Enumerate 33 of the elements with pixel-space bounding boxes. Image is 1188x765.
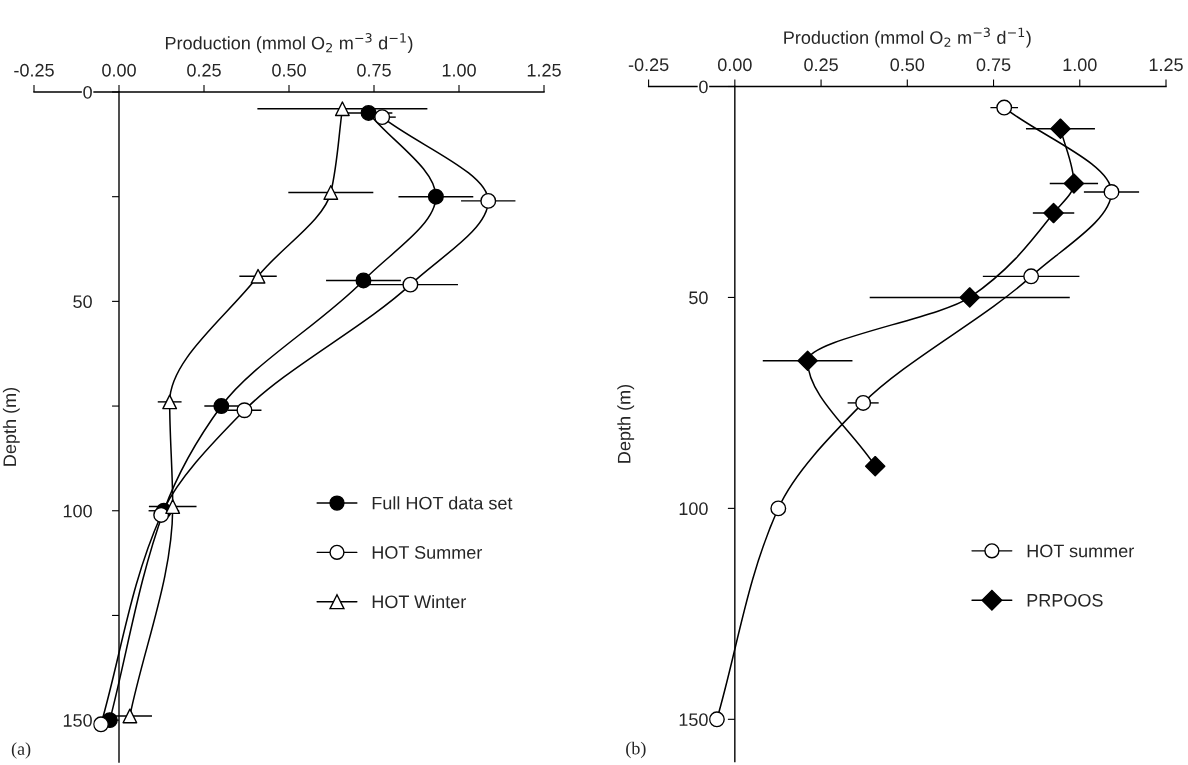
x-tick-label: -0.25 xyxy=(628,58,669,72)
x-tick-label: 1.25 xyxy=(527,63,561,77)
legend-label: HOT summer xyxy=(1027,544,1134,558)
x-tick-label: 1.00 xyxy=(442,63,476,77)
x-tick-label: 0.00 xyxy=(102,63,136,77)
y-tick-label: 100 xyxy=(679,502,708,516)
legend-label: Full HOT data set xyxy=(372,496,513,510)
y-tick-label: 50 xyxy=(73,295,92,309)
legend-label: PRPOOS xyxy=(1027,593,1103,607)
x-tick-label: 0.00 xyxy=(717,58,752,72)
text: (a) xyxy=(11,742,31,759)
x-tick-label: 1.25 xyxy=(1149,58,1183,72)
x-tick-label: 1.00 xyxy=(1063,58,1097,72)
y-tick-label: 150 xyxy=(63,714,92,727)
y-tick-label: 150 xyxy=(679,713,708,727)
y-tick-label: 50 xyxy=(689,291,708,305)
text: (b) xyxy=(626,741,646,759)
x-tick-label: -0.25 xyxy=(14,63,54,77)
legend-label: HOT Summer xyxy=(372,546,483,559)
x-axis-title: Production (mmol O$_{2}$ m$^{−3}$ d$^{−1}$) xyxy=(784,27,1031,48)
x-tick-label: 0.75 xyxy=(357,63,391,77)
y-tick-label: 0 xyxy=(699,80,708,94)
x-tick-label: 0.25 xyxy=(804,58,838,72)
x-tick-label: 0.75 xyxy=(976,58,1011,72)
x-tick-label: 0.25 xyxy=(187,63,221,77)
x-tick-label: 0.50 xyxy=(890,58,925,72)
y-axis-title: Depth (m) xyxy=(2,387,20,466)
y-axis-title: Depth (m) xyxy=(617,384,635,463)
y-tick-label: 0 xyxy=(83,85,92,99)
legend-label: HOT Winter xyxy=(372,594,466,609)
x-axis-title: Production (mmol O$_{2}$ m$^{−3}$ d$^{−1}$) xyxy=(165,33,413,54)
y-tick-label: 100 xyxy=(63,504,92,518)
x-tick-label: 0.50 xyxy=(272,63,306,77)
